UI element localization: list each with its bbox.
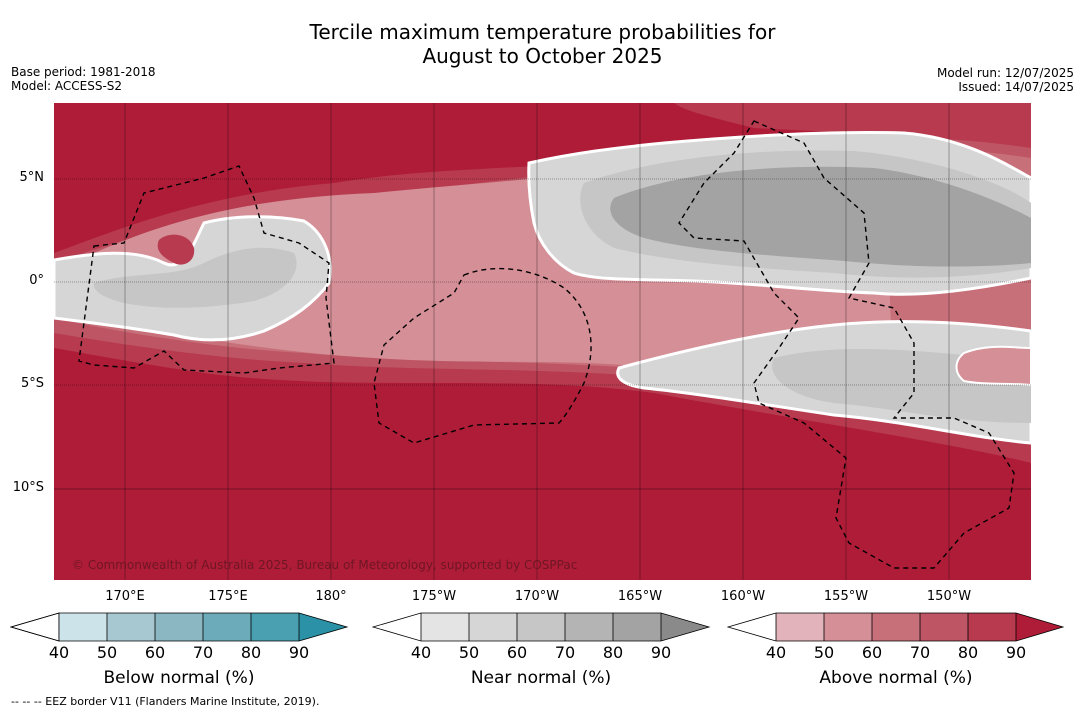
copyright-notice: © Commonwealth of Australia 2025, Bureau… bbox=[72, 558, 578, 572]
colorbar-near-normal bbox=[372, 612, 711, 642]
above-normal-80-north bbox=[674, 103, 1031, 143]
lon-label-155w: 155°W bbox=[823, 589, 869, 604]
colorbar-above-normal bbox=[727, 612, 1065, 642]
near-normal-80-east bbox=[610, 166, 1031, 267]
colorbar-near-bin-3 bbox=[517, 613, 565, 641]
colorbar-near-bin-1 bbox=[421, 613, 469, 641]
colorbar-below-high-extension bbox=[299, 613, 347, 641]
base-period: Base period: 1981-2018 bbox=[11, 65, 156, 79]
issued-date: Issued: 14/07/2025 bbox=[958, 80, 1074, 94]
colorbar-below-bin-4 bbox=[203, 613, 251, 641]
colorbar-below-bin-1 bbox=[59, 613, 107, 641]
lon-label-150w: 150°W bbox=[926, 589, 972, 604]
colorbar-below-bin-3 bbox=[155, 613, 203, 641]
colorbar-above-high-extension bbox=[1016, 613, 1063, 641]
colorbar-above-bin-5 bbox=[968, 613, 1016, 641]
title-line-1: Tercile maximum temperature probabilitie… bbox=[309, 20, 776, 44]
lat-label-5n: 5°N bbox=[19, 170, 45, 185]
lon-label-180: 180° bbox=[315, 589, 347, 604]
model-run: Model run: 12/07/2025 bbox=[936, 66, 1074, 80]
colorbar-below-tick: 80 bbox=[240, 643, 262, 662]
colorbar-near-tick: 70 bbox=[554, 643, 576, 662]
colorbar-below-low-extension bbox=[10, 612, 60, 642]
eez-borders bbox=[78, 120, 1015, 569]
colorbar-above-low-extension bbox=[728, 613, 776, 641]
colorbar-above-tick: 70 bbox=[909, 643, 931, 662]
colorbar-above-tick: 60 bbox=[861, 643, 883, 662]
colorbar-above-bin-1 bbox=[776, 613, 824, 641]
graticule bbox=[54, 103, 1031, 580]
colorbar-near-bin-5 bbox=[613, 613, 661, 641]
colorbar-near-low-extension bbox=[373, 613, 421, 641]
lon-label-175e: 175°E bbox=[208, 589, 248, 604]
colorbar-below-tick: 60 bbox=[144, 643, 166, 662]
lon-label-160w: 160°W bbox=[720, 589, 766, 604]
colorbar-above-tick: 50 bbox=[813, 643, 835, 662]
colorbar-below-bin-2 bbox=[107, 613, 155, 641]
colorbar-near-title: Near normal (%) bbox=[470, 668, 612, 688]
colorbar-below-title: Below normal (%) bbox=[103, 668, 255, 688]
colorbar-near-bin-2 bbox=[469, 613, 517, 641]
colorbar-above-title: Above normal (%) bbox=[819, 668, 973, 688]
colorbar-above-tick: 90 bbox=[1005, 643, 1027, 662]
lat-label-5s: 5°S bbox=[20, 376, 44, 391]
above-normal-spot bbox=[157, 234, 195, 265]
colorbar-below-bin-5 bbox=[251, 613, 299, 641]
lon-label-170e: 170°E bbox=[105, 589, 145, 604]
model-name: Model: ACCESS-S2 bbox=[11, 79, 123, 93]
colorbar-near-tick: 90 bbox=[650, 643, 672, 662]
near-normal-60-west bbox=[93, 247, 297, 308]
lat-label-equator: 0° bbox=[29, 273, 44, 288]
map-title: Tercile maximum temperature probabilitie… bbox=[0, 20, 1085, 68]
colorbar-near-tick: 80 bbox=[602, 643, 624, 662]
colorbar-near-bin-4 bbox=[565, 613, 613, 641]
lat-label-10s: 10°S bbox=[12, 480, 44, 495]
colorbar-below-tick: 50 bbox=[96, 643, 118, 662]
lon-label-175w: 175°W bbox=[411, 589, 457, 604]
colorbar-below-normal bbox=[10, 612, 349, 642]
colorbar-above-bin-4 bbox=[920, 613, 968, 641]
colorbar-near-high-extension bbox=[661, 613, 709, 641]
colorbar-above-bin-2 bbox=[824, 613, 872, 641]
probability-map bbox=[54, 103, 1031, 580]
colorbar-above-tick: 40 bbox=[765, 643, 787, 662]
colorbar-below-tick: 90 bbox=[288, 643, 310, 662]
title-line-2: August to October 2025 bbox=[422, 44, 663, 68]
map-canvas bbox=[54, 103, 1031, 580]
colorbar-above-tick: 80 bbox=[957, 643, 979, 662]
above-normal-50-east-patch bbox=[955, 345, 1031, 387]
colorbar-below-tick: 40 bbox=[48, 643, 70, 662]
colorbar-above-bin-3 bbox=[872, 613, 920, 641]
colorbar-near-tick: 50 bbox=[458, 643, 480, 662]
lon-label-170w: 170°W bbox=[514, 589, 560, 604]
lon-label-165w: 165°W bbox=[617, 589, 663, 604]
colorbar-near-tick: 40 bbox=[410, 643, 432, 662]
meta-left: Base period: 1981-2018 Model: ACCESS-S2 bbox=[11, 65, 156, 93]
colorbar-below-tick: 70 bbox=[192, 643, 214, 662]
eez-footnote: -- -- -- EEZ border V11 (Flanders Marine… bbox=[11, 695, 320, 708]
colorbar-near-tick: 60 bbox=[506, 643, 528, 662]
meta-right: Model run: 12/07/2025 Issued: 14/07/2025 bbox=[937, 66, 1074, 94]
